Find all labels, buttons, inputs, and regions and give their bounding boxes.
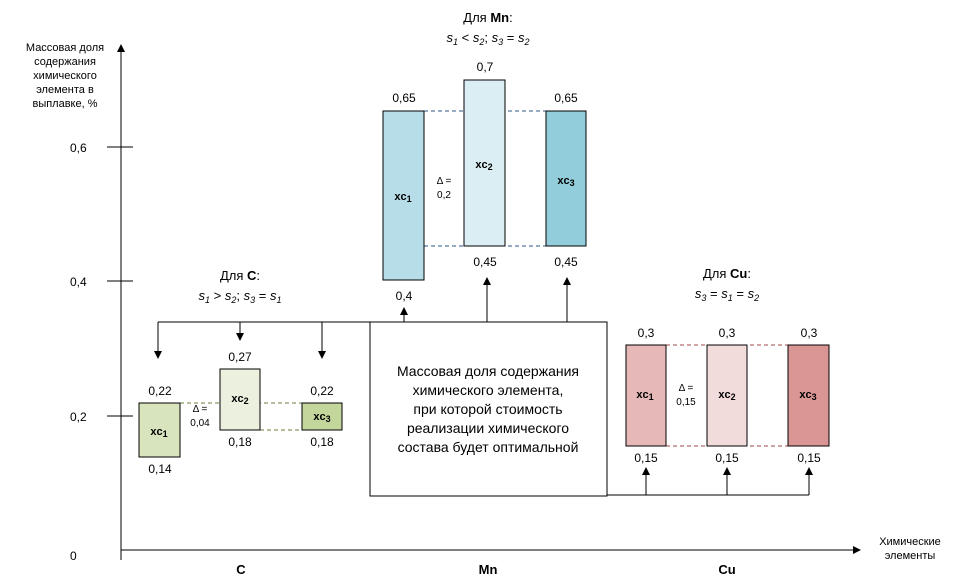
x-category-mn: Mn	[479, 562, 498, 577]
connectors	[154, 277, 813, 496]
mn-bar-3-bottom: 0,45	[554, 255, 578, 269]
mn-bar-3	[545, 110, 587, 247]
cu-bar-3-bottom: 0,15	[797, 451, 821, 465]
group-mn-title: Для Mn:	[463, 10, 512, 25]
c-bar-1	[138, 402, 181, 458]
cu-bar-1-top: 0,3	[638, 326, 655, 340]
cu-bar-1-label: xc1	[636, 389, 653, 402]
c-bar-3	[301, 402, 343, 431]
cu-delta-symbol: Δ =	[679, 383, 694, 394]
c-bar-1-bottom: 0,14	[148, 462, 172, 476]
cu-delta-value: 0,15	[676, 397, 696, 408]
mn-bar-3-top: 0,65	[554, 91, 578, 105]
cu-bar-3	[787, 344, 830, 447]
mn-bar-1	[382, 110, 425, 281]
box-line-1: Массовая доля содержания	[397, 363, 579, 379]
group-c: Для C: s1 > s2; s3 = s1 xc1 xc2 xc3 0,22…	[138, 268, 343, 476]
c-bar-3-label: xc3	[313, 411, 330, 424]
cu-bar-1	[625, 344, 667, 447]
cu-bar-3-label: xc3	[799, 389, 816, 402]
y-tick-label-0: 0	[70, 549, 77, 563]
x-category-cu: Cu	[718, 562, 735, 577]
x-axis-label: Химические элементы	[879, 536, 941, 562]
y-tick-label-0.2: 0,2	[70, 410, 87, 424]
y-axis-label-line-1: Массовая доля	[26, 42, 104, 54]
mn-delta-value: 0,2	[437, 190, 451, 201]
c-bar-2-label: xc2	[231, 393, 248, 406]
group-c-title: Для C:	[220, 268, 260, 283]
cu-bar-3-top: 0,3	[801, 326, 818, 340]
box-line-2: химического элемента,	[413, 382, 564, 398]
group-cu-relation: s3 = s1 = s2	[695, 286, 759, 303]
y-axis-label: Массовая доля содержания химического эле…	[26, 42, 104, 110]
mn-bar-2	[463, 79, 506, 247]
y-tick-label-0.6: 0,6	[70, 141, 87, 155]
x-axis-label-line-1: Химические	[879, 536, 941, 548]
cu-bar-1-bottom: 0,15	[634, 451, 658, 465]
y-axis-label-line-4: элемента в	[36, 84, 94, 96]
x-category-c: C	[236, 562, 246, 577]
mn-bar-1-label: xc1	[394, 191, 411, 204]
optimal-content-box-frame	[369, 321, 608, 497]
group-cu: Для Cu: s3 = s1 = s2 xc1 xc2 xc3 0,3 0,1…	[625, 266, 830, 465]
c-delta-value: 0,04	[190, 418, 210, 429]
group-mn-relation: s1 < s2; s3 = s2	[447, 30, 530, 47]
cu-bar-2-top: 0,3	[719, 326, 736, 340]
group-cu-title: Для Cu:	[703, 266, 751, 281]
c-bar-2	[219, 368, 261, 431]
c-bar-2-top: 0,27	[228, 350, 252, 364]
mn-delta-symbol: Δ =	[437, 176, 452, 187]
c-bar-2-bottom: 0,18	[228, 435, 252, 449]
mn-bar-1-bottom: 0,4	[396, 289, 413, 303]
mn-bar-1-top: 0,65	[392, 91, 416, 105]
box-line-4: реализации химического	[407, 420, 569, 436]
c-bar-1-label: xc1	[150, 426, 167, 439]
box-line-5: состава будет оптимальной	[398, 439, 579, 455]
c-bar-3-top: 0,22	[310, 384, 334, 398]
cu-bar-2-label: xc2	[718, 389, 735, 402]
group-c-relation: s1 > s2; s3 = s1	[199, 288, 282, 305]
mn-bar-2-label: xc2	[475, 159, 492, 172]
y-axis-label-line-5: выплавке, %	[32, 98, 97, 110]
optimal-content-box: Массовая доля содержания химического эле…	[369, 321, 608, 497]
y-axis-label-line-2: содержания	[34, 56, 96, 68]
mn-bar-2-top: 0,7	[477, 60, 494, 74]
c-delta-symbol: Δ =	[193, 404, 208, 415]
mn-bar-3-label: xc3	[557, 175, 574, 188]
x-axis-label-line-2: элементы	[885, 550, 936, 562]
cu-bar-2-bottom: 0,15	[715, 451, 739, 465]
group-mn: Для Mn: s1 < s2; s3 = s2 xc1 xc2 xc3 0,6…	[382, 10, 587, 303]
c-bar-3-bottom: 0,18	[310, 435, 334, 449]
box-line-3: при которой стоимость	[413, 401, 562, 417]
mn-bar-2-bottom: 0,45	[473, 255, 497, 269]
c-bar-1-top: 0,22	[148, 384, 172, 398]
y-tick-label-0.4: 0,4	[70, 275, 87, 289]
cu-bar-2	[706, 344, 748, 447]
y-axis-label-line-3: химического	[33, 70, 97, 82]
